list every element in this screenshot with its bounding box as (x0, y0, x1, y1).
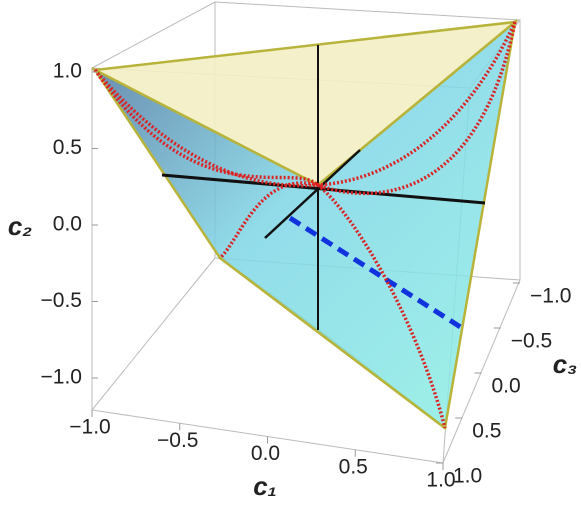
z-tick-label: 0.0 (492, 375, 521, 398)
x-tick-label: 0.0 (251, 442, 280, 465)
y-tick-label: 0.0 (53, 213, 82, 236)
z-tick-label: 1.0 (453, 465, 482, 488)
y-axis-label: c₂ (8, 211, 32, 241)
z-tick-label: 0.5 (472, 420, 501, 443)
y-tick-label: −1.0 (41, 366, 82, 389)
y-tick-label: −0.5 (41, 289, 82, 312)
y-tick-label: 0.5 (53, 136, 82, 159)
x-tick-label: −1.0 (69, 416, 110, 439)
x-tick-label: −0.5 (157, 429, 198, 452)
x-tick-label: 1.0 (426, 469, 455, 492)
z-tick-label: −1.0 (530, 285, 571, 308)
y-tick-label: 1.0 (53, 60, 82, 83)
z-axis-label: c₃ (553, 349, 578, 379)
surface (90, 18, 520, 431)
x-tick-label: 0.5 (339, 455, 368, 478)
z-tick-label: −0.5 (511, 330, 552, 353)
x-axis-label: c₁ (253, 471, 277, 501)
